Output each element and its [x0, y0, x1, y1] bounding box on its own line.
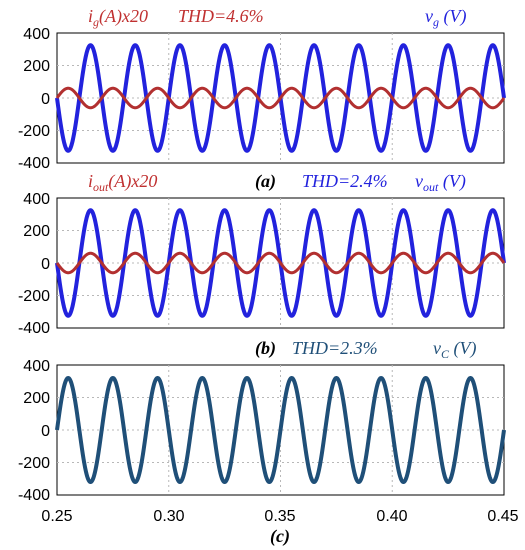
panel-a-ytick-200: 200 — [23, 58, 50, 75]
panel-c-series-voltage — [55, 376, 506, 484]
panel-b: 400 200 0 -200 -400 iout(A)x20 THD=2.4% … — [18, 171, 506, 359]
panel-a-series — [55, 43, 506, 153]
panel-c-xtick-040: 0.40 — [376, 508, 407, 525]
panel-a-voltage-label: vg (V) — [425, 6, 466, 29]
panel-b-series — [55, 208, 506, 318]
panel-b-series-current — [55, 251, 506, 275]
panel-b-letter: (b) — [255, 338, 276, 359]
panel-b-ytick-m200: -200 — [18, 288, 50, 305]
panel-b-voltage-label: vout (V) — [415, 171, 466, 194]
panel-a-current-label: ig(A)x20 — [88, 6, 148, 29]
panel-c-thd-label: THD=2.3% — [292, 338, 378, 358]
panel-a-ytick-0: 0 — [41, 91, 50, 108]
panel-a-thd-label: THD=4.6% — [178, 6, 264, 26]
panel-b-current-label: iout(A)x20 — [88, 171, 157, 194]
panel-c-xtick-045: 0.45 — [487, 508, 518, 525]
panel-c-ytick-m400: -400 — [18, 487, 50, 504]
panel-c-xtick-030: 0.30 — [153, 508, 184, 525]
panel-c: 400 200 0 -200 -400 0.25 0.30 0.35 0.40 … — [18, 338, 519, 547]
panel-c-series — [55, 376, 506, 484]
panel-c-voltage-label: vC (V) — [433, 338, 477, 361]
panel-b-ytick-200: 200 — [23, 223, 50, 240]
panel-c-ytick-0: 0 — [41, 423, 50, 440]
panel-a-ytick-m200: -200 — [18, 123, 50, 140]
panel-c-xtick-035: 0.35 — [264, 508, 295, 525]
panel-b-ytick-m400: -400 — [18, 320, 50, 337]
panel-c-ytick-400: 400 — [23, 358, 50, 375]
panel-c-ytick-m200: -200 — [18, 455, 50, 472]
panel-c-ytick-200: 200 — [23, 390, 50, 407]
panel-c-xtick-025: 0.25 — [41, 508, 72, 525]
panel-a-ytick-m400: -400 — [18, 155, 50, 172]
panel-a-ytick-400: 400 — [23, 26, 50, 43]
panel-a-series-current — [55, 86, 506, 110]
panel-b-ytick-0: 0 — [41, 256, 50, 273]
panel-b-ytick-400: 400 — [23, 191, 50, 208]
panel-b-thd-label: THD=2.4% — [302, 171, 388, 191]
panel-a: 400 200 0 -200 -400 ig(A)x20 THD=4.6% vg… — [18, 6, 506, 192]
panel-a-letter: (a) — [255, 171, 276, 192]
panel-c-letter: (c) — [270, 526, 290, 547]
